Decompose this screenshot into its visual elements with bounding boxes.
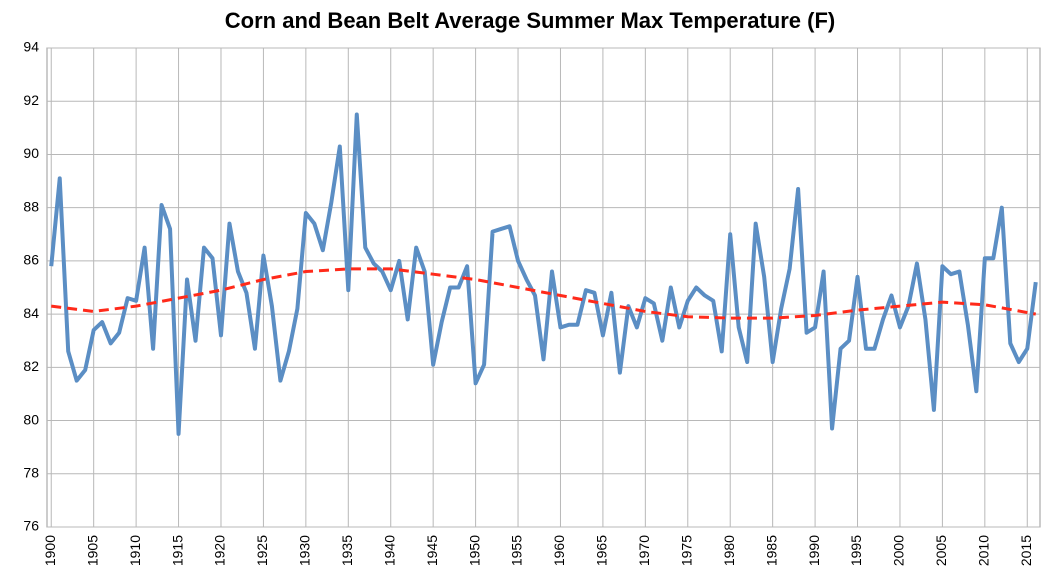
x-tick-label: 1920 (212, 535, 228, 566)
x-tick-label: 1960 (551, 535, 567, 566)
x-tick-label: 1930 (297, 535, 313, 566)
x-tick-label: 1915 (169, 535, 185, 566)
x-tick-label: 1965 (594, 535, 610, 566)
x-tick-label: 2000 (891, 535, 907, 566)
y-tick-label: 82 (23, 358, 39, 374)
x-tick-label: 1970 (636, 535, 652, 566)
y-tick-label: 76 (23, 518, 39, 534)
x-tick-label: 2005 (933, 535, 949, 566)
x-tick-label: 1995 (848, 535, 864, 566)
y-tick-label: 88 (23, 198, 39, 214)
x-tick-label: 1935 (339, 535, 355, 566)
x-tick-label: 2015 (1018, 535, 1034, 566)
x-tick-label: 1955 (509, 535, 525, 566)
x-tick-label: 1945 (424, 535, 440, 566)
y-tick-label: 80 (23, 411, 39, 427)
y-tick-label: 86 (23, 252, 39, 268)
x-tick-label: 1925 (254, 535, 270, 566)
chart-title: Corn and Bean Belt Average Summer Max Te… (225, 8, 835, 33)
data-line (49, 112, 1038, 436)
x-tick-label: 1950 (466, 535, 482, 566)
x-tick-label: 1980 (721, 535, 737, 566)
plot-frame (46, 47, 1041, 528)
trend-line (51, 267, 1037, 320)
y-tick-label: 92 (23, 92, 39, 108)
x-tick-label: 1940 (381, 535, 397, 566)
y-tick-label: 78 (23, 464, 39, 480)
x-tick-label: 1975 (678, 535, 694, 566)
x-tick-label: 1985 (763, 535, 779, 566)
x-tick-label: 1990 (806, 535, 822, 566)
y-tick-label: 90 (23, 145, 39, 161)
x-tick-label: 1905 (84, 535, 100, 566)
x-tick-label: 2010 (976, 535, 992, 566)
x-tick-label: 1900 (42, 535, 58, 566)
y-tick-label: 94 (23, 39, 39, 55)
x-tick-label: 1910 (127, 535, 143, 566)
y-tick-label: 84 (23, 305, 39, 321)
